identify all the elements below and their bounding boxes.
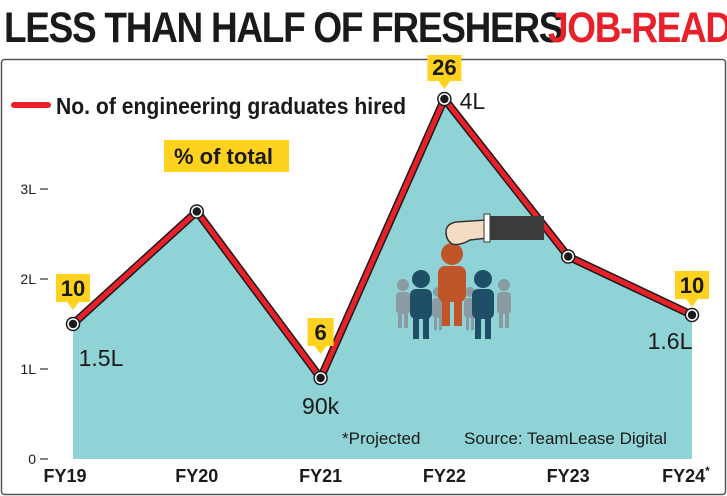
hand-picking-candidate-icon (396, 213, 544, 339)
data-point (440, 94, 449, 104)
x-tick-label: FY24* (662, 464, 710, 486)
data-point (316, 373, 325, 383)
percent-badge (675, 271, 709, 307)
data-value-label: 1.5L (79, 345, 124, 371)
percent-badge-label: 6 (314, 320, 326, 345)
x-tick-label: FY20 (175, 466, 218, 486)
headline: LESS THAN HALF OF FRESHERS JOB-READY (0, 0, 727, 60)
y-tick-label: 1L (20, 361, 36, 377)
percent-badge-label: 10 (61, 276, 85, 301)
percent-badge-label: 26 (432, 55, 456, 80)
legend-series-label: No. of engineering graduates hired (56, 93, 406, 119)
data-value-label: 4L (460, 88, 486, 114)
y-tick-label: 0 (28, 451, 36, 467)
x-tick-label: FY22 (423, 466, 466, 486)
area-fill (73, 99, 692, 459)
x-tick-label: FY21 (299, 466, 342, 486)
x-tick-label: FY19 (43, 466, 86, 486)
footnote-source: Source: TeamLease Digital (464, 429, 667, 448)
data-value-label: 1.6L (648, 328, 693, 354)
percent-badge-label: 10 (680, 273, 704, 298)
y-tick-label: 2L (20, 271, 36, 287)
data-value-label: 90k (302, 393, 340, 419)
data-point (564, 252, 573, 261)
percent-badge (307, 318, 334, 354)
legend-badge-swatch (164, 140, 289, 172)
legend: No. of engineering graduates hired % of … (11, 93, 406, 172)
data-point (192, 207, 201, 216)
legend-badge-label: % of total (174, 144, 273, 169)
chart-panel-border (0, 58, 727, 496)
y-axis: 0 1L 2L 3L (20, 181, 48, 467)
percent-badge (56, 274, 90, 310)
x-axis: FY19 FY20 FY21 FY22 FY23 FY24* (43, 464, 710, 486)
footnote-projected: *Projected (342, 429, 420, 448)
data-point (68, 319, 78, 329)
headline-accent: JOB-READY (548, 4, 727, 52)
x-tick-label: FY23 (547, 466, 590, 486)
headline-main: LESS THAN HALF OF FRESHERS (4, 4, 563, 52)
series-line (70, 96, 695, 381)
data-point (687, 310, 697, 320)
percent-badge (427, 55, 462, 89)
y-tick-label: 3L (20, 181, 36, 197)
